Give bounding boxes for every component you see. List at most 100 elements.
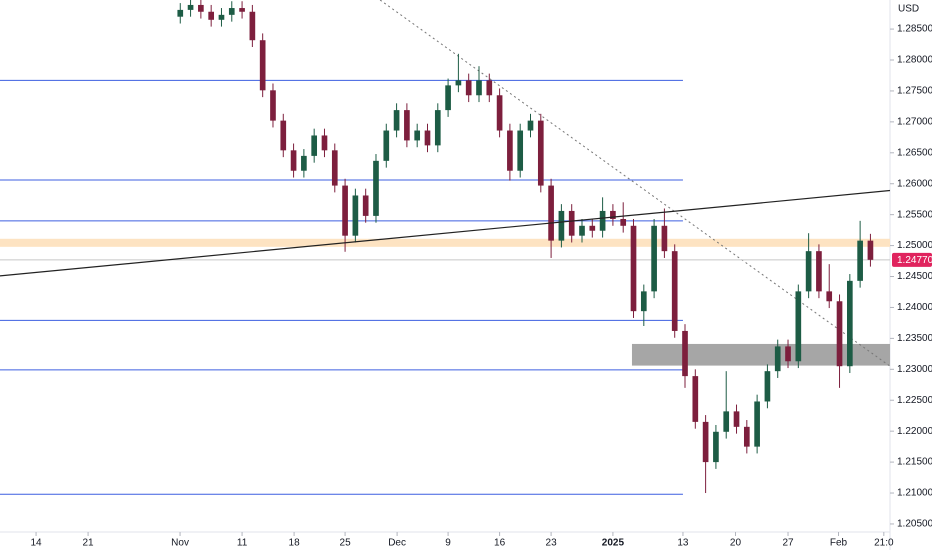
- candle-body: [342, 185, 348, 236]
- candle-body: [198, 4, 204, 12]
- y-tick-label: 1.23500: [897, 333, 932, 344]
- candle-body: [867, 240, 874, 260]
- candle-body: [754, 401, 760, 447]
- candle-body: [414, 130, 421, 141]
- y-tick-label: 1.26000: [897, 178, 932, 189]
- x-tick-label: Nov: [171, 538, 189, 549]
- candle-body: [517, 130, 524, 171]
- candle-body: [785, 346, 791, 362]
- candle-body: [228, 8, 235, 15]
- candle-body: [362, 195, 369, 216]
- candle-body: [774, 346, 781, 372]
- x-tick-label: 18: [289, 538, 301, 549]
- candle-body: [682, 330, 688, 377]
- candle-body: [713, 431, 719, 463]
- gray-box: [631, 343, 890, 366]
- candle-body: [218, 14, 225, 20]
- candle-body: [630, 225, 637, 312]
- x-tick-label: Dec: [388, 538, 406, 549]
- candle-body: [640, 291, 647, 312]
- y-tick-label: 1.23000: [897, 364, 932, 375]
- candle-body: [187, 4, 194, 10]
- y-tick-label: 1.26500: [897, 147, 932, 158]
- y-tick-label: 1.24500: [897, 271, 932, 282]
- candle-body: [496, 95, 503, 131]
- zone: [0, 238, 890, 247]
- y-tick-label: 1.28500: [897, 24, 932, 35]
- candle-body: [434, 110, 441, 146]
- x-tick-label: 20: [730, 538, 742, 549]
- candle-body: [507, 130, 513, 171]
- x-tick-label: 21:0: [874, 538, 894, 549]
- candle-body: [321, 135, 328, 151]
- candle-body: [671, 251, 678, 331]
- candle-body: [795, 291, 802, 362]
- candle-body: [599, 210, 606, 231]
- candle-body: [702, 421, 709, 463]
- candle-body: [846, 280, 853, 367]
- candle-body: [651, 225, 657, 292]
- candle-body: [476, 80, 482, 96]
- x-tick-label: 23: [546, 538, 558, 549]
- candle-body: [527, 120, 534, 131]
- trendline: [0, 189, 891, 277]
- x-tick-label: 21: [83, 538, 95, 549]
- candle-body: [404, 110, 410, 141]
- candle-body: [383, 130, 390, 161]
- x-tick-label: 14: [30, 538, 42, 549]
- x-tick-label: 27: [782, 538, 794, 549]
- y-tick-label: 1.25000: [897, 240, 932, 251]
- last-price-label: 1.24770: [897, 255, 932, 266]
- candle-body: [568, 210, 575, 236]
- y-tick-label: 1.27000: [897, 117, 932, 128]
- candle-body: [620, 218, 627, 226]
- candle-body: [486, 80, 493, 96]
- x-tick-label: 25: [340, 538, 352, 549]
- y-tick-label: 1.28000: [897, 55, 932, 66]
- y-tick-label: 1.21000: [897, 488, 932, 499]
- y-tick-label: 1.21500: [897, 457, 932, 468]
- candle-body: [558, 210, 565, 241]
- candle-body: [311, 135, 318, 156]
- candle-body: [239, 8, 245, 12]
- candle-body: [373, 160, 379, 216]
- y-tick-label: 1.20500: [897, 519, 932, 530]
- candle-body: [537, 120, 544, 186]
- candle-body: [331, 150, 338, 186]
- candle-body: [816, 251, 822, 292]
- candle-body: [465, 80, 472, 96]
- x-tick-label: 13: [677, 538, 689, 549]
- candle-body: [249, 11, 256, 41]
- candle-body: [424, 130, 431, 146]
- candle-body: [589, 225, 596, 231]
- candle-body: [455, 80, 462, 86]
- candle-body: [692, 376, 699, 422]
- y-tick-label: 1.27500: [897, 86, 932, 97]
- x-tick-label: 2025: [602, 538, 625, 549]
- last-price-box: [892, 252, 932, 267]
- y-tick-label: 1.22500: [897, 395, 932, 406]
- x-tick-label: 11: [237, 538, 248, 549]
- candle-body: [445, 85, 451, 111]
- candle-body: [743, 426, 750, 447]
- candle-body: [723, 411, 730, 432]
- y-tick-label: 1.24000: [897, 302, 932, 313]
- candle-body: [805, 251, 812, 292]
- currency-label: USD: [898, 4, 919, 15]
- candle-body: [733, 411, 740, 427]
- candle-body: [352, 195, 359, 236]
- x-tick-label: 9: [445, 538, 451, 549]
- candle-body: [548, 185, 554, 241]
- y-tick-label: 1.22000: [897, 426, 932, 437]
- candle-body: [290, 150, 297, 171]
- candle-body: [826, 291, 833, 302]
- candle-body: [836, 301, 843, 367]
- candle-body: [661, 225, 668, 252]
- candle-body: [579, 225, 585, 236]
- candle-body: [270, 90, 276, 121]
- x-tick-label: Feb: [830, 538, 848, 549]
- candle-body: [610, 210, 616, 219]
- candle-body: [393, 110, 400, 131]
- candle-body: [857, 240, 863, 281]
